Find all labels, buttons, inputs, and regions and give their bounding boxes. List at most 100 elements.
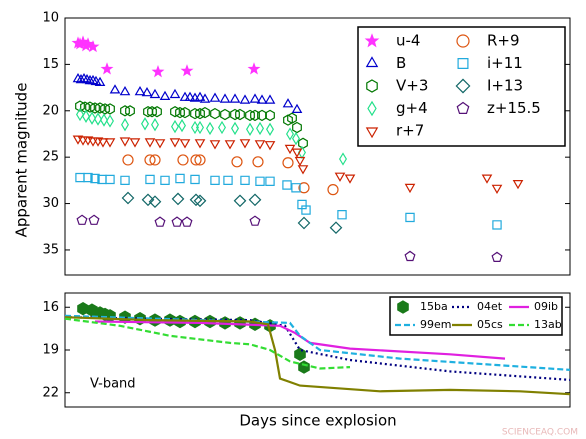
marker bbox=[194, 91, 206, 101]
marker bbox=[334, 172, 346, 182]
marker bbox=[190, 107, 200, 120]
marker bbox=[491, 251, 503, 262]
marker bbox=[291, 103, 303, 114]
marker bbox=[481, 174, 493, 184]
marker bbox=[119, 85, 131, 96]
marker bbox=[199, 93, 211, 103]
marker bbox=[87, 74, 99, 85]
legend-label: 99em bbox=[420, 318, 451, 331]
marker bbox=[145, 174, 155, 185]
marker bbox=[75, 100, 85, 112]
marker bbox=[223, 175, 233, 185]
marker bbox=[149, 88, 161, 99]
marker bbox=[121, 191, 135, 205]
marker bbox=[339, 152, 347, 166]
marker bbox=[297, 199, 307, 210]
marker bbox=[160, 175, 170, 185]
legend-marker bbox=[456, 34, 470, 48]
marker bbox=[249, 215, 261, 226]
marker bbox=[298, 137, 308, 149]
marker bbox=[90, 102, 100, 114]
marker bbox=[344, 174, 356, 184]
marker bbox=[178, 118, 186, 133]
legend-label: B bbox=[396, 54, 406, 72]
legend-marker bbox=[366, 79, 378, 93]
marker bbox=[209, 140, 221, 150]
y-tick-label: 15 bbox=[42, 57, 59, 72]
marker bbox=[171, 216, 183, 227]
legend-marker bbox=[367, 100, 377, 117]
marker bbox=[239, 94, 251, 104]
marker bbox=[120, 105, 130, 117]
y-tick-label: 19 bbox=[42, 343, 59, 358]
marker bbox=[90, 173, 100, 184]
marker bbox=[82, 109, 90, 123]
marker bbox=[190, 174, 200, 185]
marker bbox=[154, 216, 166, 227]
line-series bbox=[64, 316, 571, 396]
marker bbox=[77, 136, 89, 146]
marker bbox=[298, 360, 310, 374]
marker bbox=[194, 139, 206, 149]
marker bbox=[83, 172, 93, 183]
legend-marker bbox=[457, 57, 469, 70]
marker bbox=[240, 175, 250, 185]
marker bbox=[87, 137, 99, 147]
marker bbox=[180, 106, 190, 119]
marker bbox=[210, 107, 220, 120]
marker bbox=[154, 139, 166, 149]
marker bbox=[180, 64, 194, 77]
marker bbox=[209, 92, 221, 102]
marker bbox=[491, 184, 503, 195]
marker bbox=[297, 216, 311, 230]
legend-label: u-4 bbox=[396, 32, 420, 50]
watermark: SCIENCEAQ.COM bbox=[502, 428, 578, 438]
marker bbox=[196, 120, 204, 135]
marker bbox=[105, 103, 115, 115]
marker bbox=[106, 114, 114, 128]
marker bbox=[100, 113, 108, 127]
legend-label: 15ba bbox=[420, 300, 448, 313]
marker bbox=[234, 316, 246, 330]
marker bbox=[129, 138, 141, 148]
legend-label: g+4 bbox=[396, 99, 428, 117]
marker bbox=[210, 175, 220, 185]
x-axis-label: Days since explosion bbox=[239, 412, 396, 430]
marker bbox=[252, 156, 264, 168]
legend-label: i+11 bbox=[487, 54, 523, 72]
marker bbox=[264, 141, 276, 151]
y-tick-label: 20 bbox=[42, 103, 59, 118]
legend-marker bbox=[365, 127, 379, 139]
marker bbox=[256, 121, 264, 136]
marker bbox=[105, 174, 115, 185]
marker bbox=[190, 154, 202, 166]
marker bbox=[194, 154, 206, 166]
marker bbox=[298, 182, 310, 194]
marker bbox=[195, 107, 205, 120]
marker bbox=[75, 73, 87, 84]
legend-label: 05cs bbox=[477, 318, 503, 331]
marker bbox=[245, 109, 255, 122]
legend-label: V+3 bbox=[396, 77, 428, 95]
marker bbox=[246, 122, 254, 136]
marker bbox=[327, 184, 339, 196]
marker bbox=[248, 193, 262, 207]
marker bbox=[282, 98, 294, 108]
marker bbox=[286, 127, 294, 141]
marker bbox=[184, 91, 196, 101]
marker bbox=[169, 138, 181, 148]
y-tick-label: 25 bbox=[42, 150, 59, 165]
marker bbox=[405, 212, 415, 223]
marker bbox=[171, 119, 179, 134]
marker bbox=[141, 117, 149, 131]
marker bbox=[294, 347, 306, 361]
marker bbox=[151, 65, 165, 78]
marker bbox=[76, 107, 84, 122]
legend-marker bbox=[397, 300, 409, 314]
marker bbox=[81, 37, 95, 50]
marker bbox=[125, 105, 135, 117]
legend-box bbox=[389, 296, 563, 336]
marker bbox=[193, 194, 207, 208]
annotation: V-band bbox=[90, 377, 136, 392]
marker bbox=[200, 106, 210, 119]
